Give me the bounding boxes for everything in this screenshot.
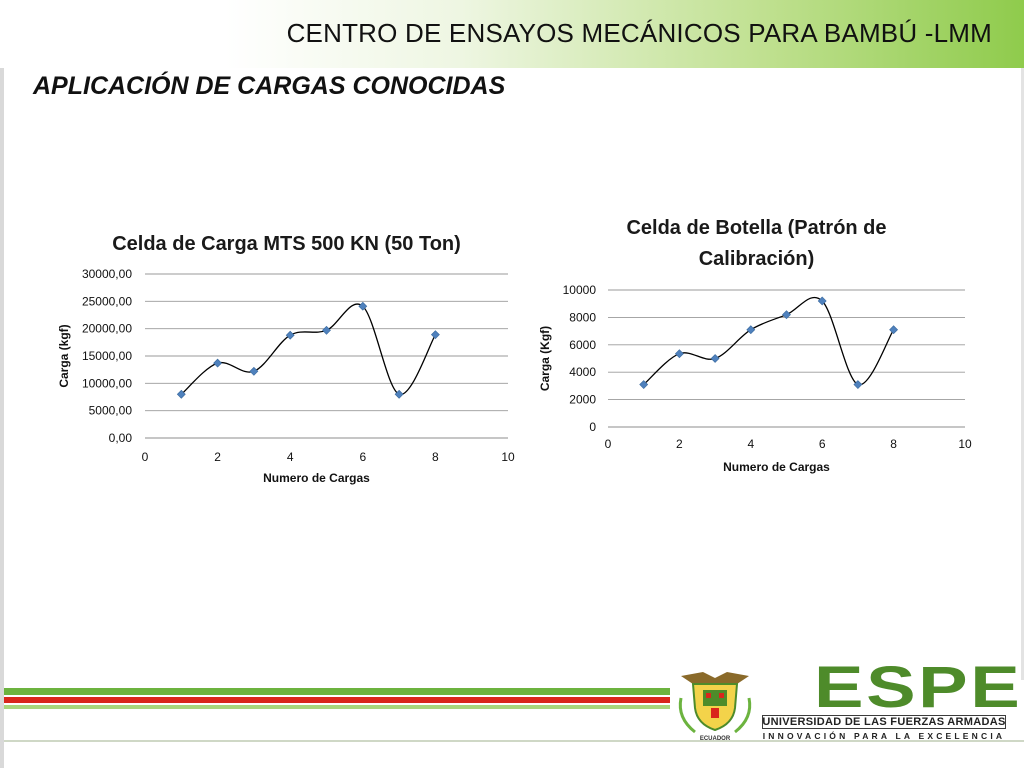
series-curve xyxy=(643,296,895,386)
y-tick-label: 5000,00 xyxy=(89,404,133,418)
chart-title-line: Celda de Carga MTS 500 KN (50 Ton) xyxy=(112,233,461,255)
x-tick-label: 10 xyxy=(958,437,972,451)
university-name: UNIVERSIDAD DE LAS FUERZAS ARMADAS xyxy=(762,716,1006,728)
x-tick-label: 2 xyxy=(676,437,683,451)
header-title: CENTRO DE ENSAYOS MECÁNICOS PARA BAMBÚ -… xyxy=(286,18,992,48)
x-tick-label: 2 xyxy=(214,450,221,464)
x-tick-label: 4 xyxy=(747,437,754,451)
y-tick-label: 30000,00 xyxy=(82,267,132,281)
footer-green-stripe xyxy=(4,688,670,695)
x-tick-label: 0 xyxy=(142,450,149,464)
y-tick-label: 4000 xyxy=(569,365,596,379)
x-tick-label: 8 xyxy=(432,450,439,464)
y-tick-label: 0 xyxy=(589,420,596,434)
data-point xyxy=(674,349,684,359)
series-curve xyxy=(180,303,436,395)
university-crest-icon: ECUADOR xyxy=(678,672,752,742)
page-subtitle: APLICACIÓN DE CARGAS CONOCIDAS xyxy=(33,72,506,100)
header-band xyxy=(0,0,1024,68)
x-tick-label: 10 xyxy=(501,450,515,464)
y-tick-label: 25000,00 xyxy=(82,294,132,308)
data-point xyxy=(213,358,223,368)
y-axis-label: Carga (Kgf) xyxy=(538,326,552,391)
footer-red-stripe xyxy=(4,697,670,703)
y-tick-label: 8000 xyxy=(569,310,596,324)
data-point xyxy=(394,389,404,399)
y-tick-label: 20000,00 xyxy=(82,322,132,336)
y-tick-label: 6000 xyxy=(569,338,596,352)
data-point xyxy=(639,380,649,389)
chart-celda-mts: Celda de Carga MTS 500 KN (50 Ton) 0,00 50… xyxy=(57,233,515,485)
slide-right-edge xyxy=(1021,60,1024,680)
footer-light-green-stripe xyxy=(4,705,670,709)
x-tick-label: 0 xyxy=(605,437,612,451)
x-tick-label: 4 xyxy=(287,450,294,464)
chart-title-line: Celda de Botella (Patrón de xyxy=(626,217,886,239)
data-point xyxy=(322,325,331,335)
data-point xyxy=(817,296,827,306)
data-point xyxy=(746,325,756,335)
chart-title-line: Calibración) xyxy=(699,248,815,270)
x-tick-label: 6 xyxy=(359,450,366,464)
university-motto: INNOVACIÓN PARA LA EXCELENCIA xyxy=(762,731,1006,741)
espe-logo-box xyxy=(762,715,1006,729)
data-point xyxy=(853,380,863,389)
data-point xyxy=(782,310,791,320)
x-axis-label: Numero de Cargas xyxy=(723,460,830,474)
espe-logo-wordmark: ESPE xyxy=(814,655,1023,720)
data-point xyxy=(176,389,186,399)
data-point xyxy=(285,330,295,340)
y-tick-label: 10000,00 xyxy=(82,376,132,390)
chart-celda-botella: Celda de Botella (Patrón de Calibración) 0… xyxy=(538,217,972,474)
y-tick-label: 10000 xyxy=(563,283,597,297)
data-point xyxy=(430,330,440,340)
y-tick-label: 0,00 xyxy=(109,431,133,445)
crest-text: ECUADOR xyxy=(700,736,731,742)
data-point xyxy=(710,354,720,363)
data-point xyxy=(889,325,899,335)
data-point xyxy=(249,366,259,376)
y-axis-label: Carga (kgf) xyxy=(57,324,71,387)
footer-baseline xyxy=(4,740,1024,742)
slide-left-edge xyxy=(0,0,4,768)
x-tick-label: 6 xyxy=(819,437,826,451)
y-tick-label: 15000,00 xyxy=(82,349,132,363)
y-tick-label: 2000 xyxy=(569,393,596,407)
x-axis-label: Numero de Cargas xyxy=(263,471,370,485)
x-tick-label: 8 xyxy=(890,437,897,451)
data-point xyxy=(358,301,368,311)
